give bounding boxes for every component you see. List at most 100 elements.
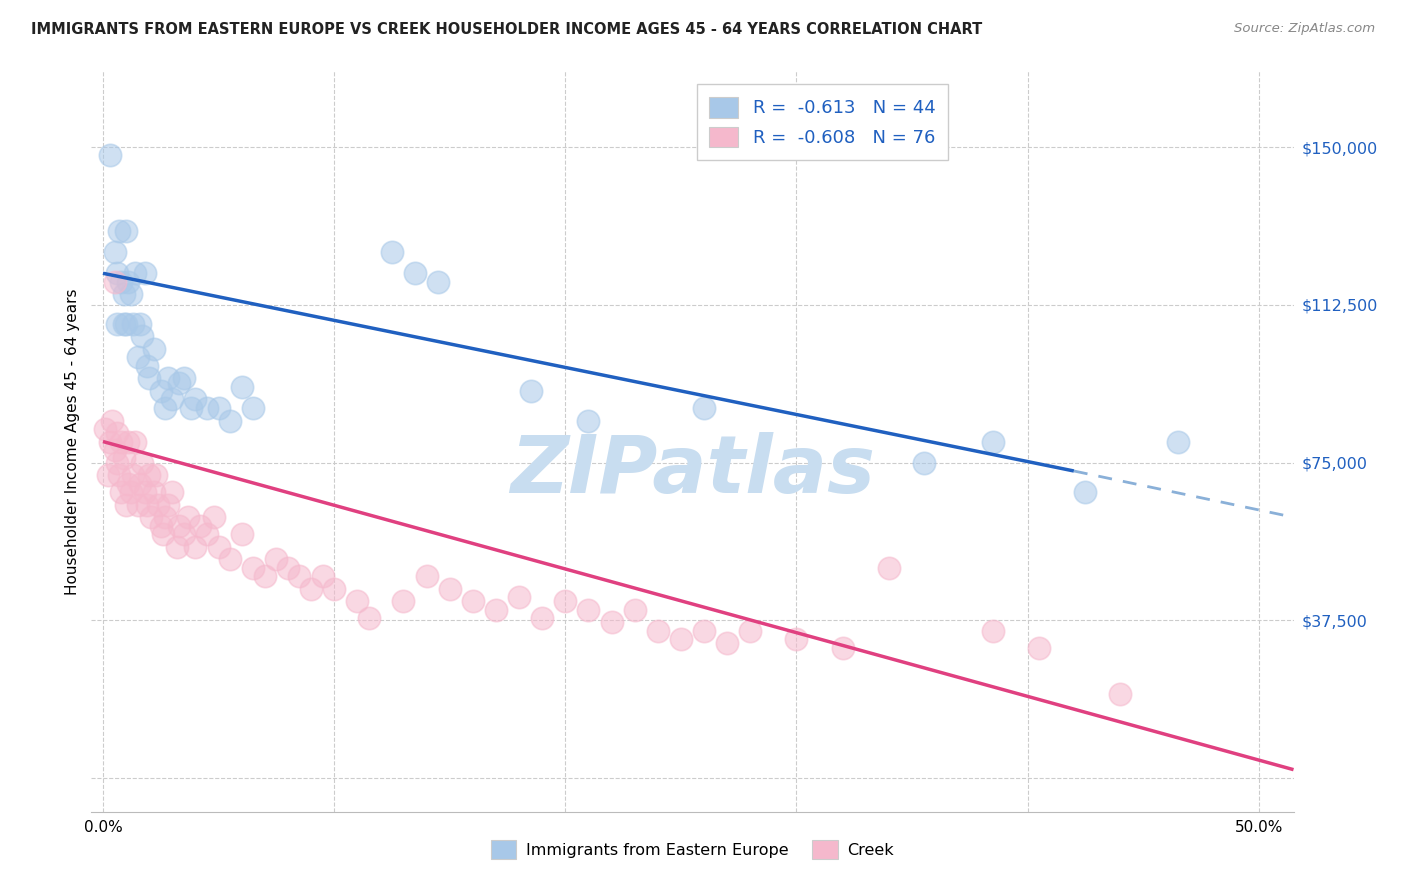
Text: ZIPatlas: ZIPatlas xyxy=(510,432,875,510)
Point xyxy=(231,527,253,541)
Point xyxy=(149,384,172,398)
Point xyxy=(135,498,157,512)
Point xyxy=(117,275,139,289)
Point xyxy=(103,442,125,457)
Point xyxy=(647,624,669,638)
Point xyxy=(138,371,160,385)
Point xyxy=(108,468,131,483)
Point xyxy=(1109,687,1132,701)
Point xyxy=(531,611,554,625)
Point xyxy=(167,518,190,533)
Point xyxy=(740,624,762,638)
Point xyxy=(231,380,253,394)
Point xyxy=(195,527,218,541)
Point xyxy=(1167,434,1189,449)
Point xyxy=(155,401,177,415)
Point xyxy=(485,603,508,617)
Point xyxy=(357,611,380,625)
Point xyxy=(103,245,125,260)
Point xyxy=(427,275,450,289)
Point xyxy=(145,468,167,483)
Point xyxy=(177,510,200,524)
Point xyxy=(981,624,1004,638)
Point xyxy=(148,498,170,512)
Point xyxy=(120,287,142,301)
Point xyxy=(155,510,177,524)
Text: IMMIGRANTS FROM EASTERN EUROPE VS CREEK HOUSEHOLDER INCOME AGES 45 - 64 YEARS CO: IMMIGRANTS FROM EASTERN EUROPE VS CREEK … xyxy=(31,22,983,37)
Point xyxy=(98,148,121,162)
Point xyxy=(138,468,160,483)
Point xyxy=(188,518,211,533)
Point xyxy=(877,560,900,574)
Point xyxy=(519,384,541,398)
Point xyxy=(135,359,157,373)
Point xyxy=(173,527,195,541)
Point xyxy=(173,371,195,385)
Point xyxy=(105,266,128,280)
Point xyxy=(129,317,152,331)
Point xyxy=(152,527,174,541)
Point xyxy=(600,615,623,630)
Point xyxy=(219,413,242,427)
Point xyxy=(115,317,138,331)
Point xyxy=(105,426,128,441)
Point xyxy=(202,510,225,524)
Point xyxy=(184,540,207,554)
Point xyxy=(831,640,853,655)
Point xyxy=(167,376,190,390)
Point xyxy=(122,468,145,483)
Legend: Immigrants from Eastern Europe, Creek: Immigrants from Eastern Europe, Creek xyxy=(482,832,903,867)
Point xyxy=(129,476,152,491)
Point xyxy=(110,275,132,289)
Point xyxy=(110,434,132,449)
Point xyxy=(98,434,121,449)
Point xyxy=(277,560,299,574)
Point xyxy=(299,582,322,596)
Point xyxy=(142,342,165,356)
Point xyxy=(124,434,146,449)
Point xyxy=(97,468,120,483)
Point xyxy=(1028,640,1050,655)
Point xyxy=(242,560,264,574)
Text: Source: ZipAtlas.com: Source: ZipAtlas.com xyxy=(1234,22,1375,36)
Point xyxy=(134,266,156,280)
Point xyxy=(311,569,333,583)
Point xyxy=(404,266,426,280)
Point xyxy=(105,317,128,331)
Point xyxy=(101,413,124,427)
Point xyxy=(207,540,229,554)
Point xyxy=(120,485,142,500)
Point xyxy=(162,392,184,407)
Point xyxy=(554,594,576,608)
Point xyxy=(381,245,404,260)
Point xyxy=(578,413,600,427)
Point xyxy=(578,603,600,617)
Point xyxy=(1074,485,1097,500)
Point xyxy=(693,401,716,415)
Point xyxy=(623,603,645,617)
Point xyxy=(415,569,437,583)
Point xyxy=(346,594,368,608)
Point xyxy=(266,552,288,566)
Y-axis label: Householder Income Ages 45 - 64 years: Householder Income Ages 45 - 64 years xyxy=(65,288,80,595)
Point xyxy=(184,392,207,407)
Point xyxy=(439,582,461,596)
Point xyxy=(693,624,716,638)
Point xyxy=(108,224,131,238)
Point xyxy=(162,485,184,500)
Point xyxy=(117,476,139,491)
Point xyxy=(131,456,153,470)
Point xyxy=(105,456,128,470)
Point xyxy=(981,434,1004,449)
Point xyxy=(127,351,149,365)
Point xyxy=(785,632,807,647)
Point xyxy=(156,498,179,512)
Point xyxy=(392,594,415,608)
Point xyxy=(253,569,276,583)
Point xyxy=(912,456,935,470)
Point xyxy=(716,636,738,650)
Point xyxy=(112,451,135,466)
Point xyxy=(115,224,138,238)
Point xyxy=(149,518,172,533)
Point xyxy=(131,329,153,343)
